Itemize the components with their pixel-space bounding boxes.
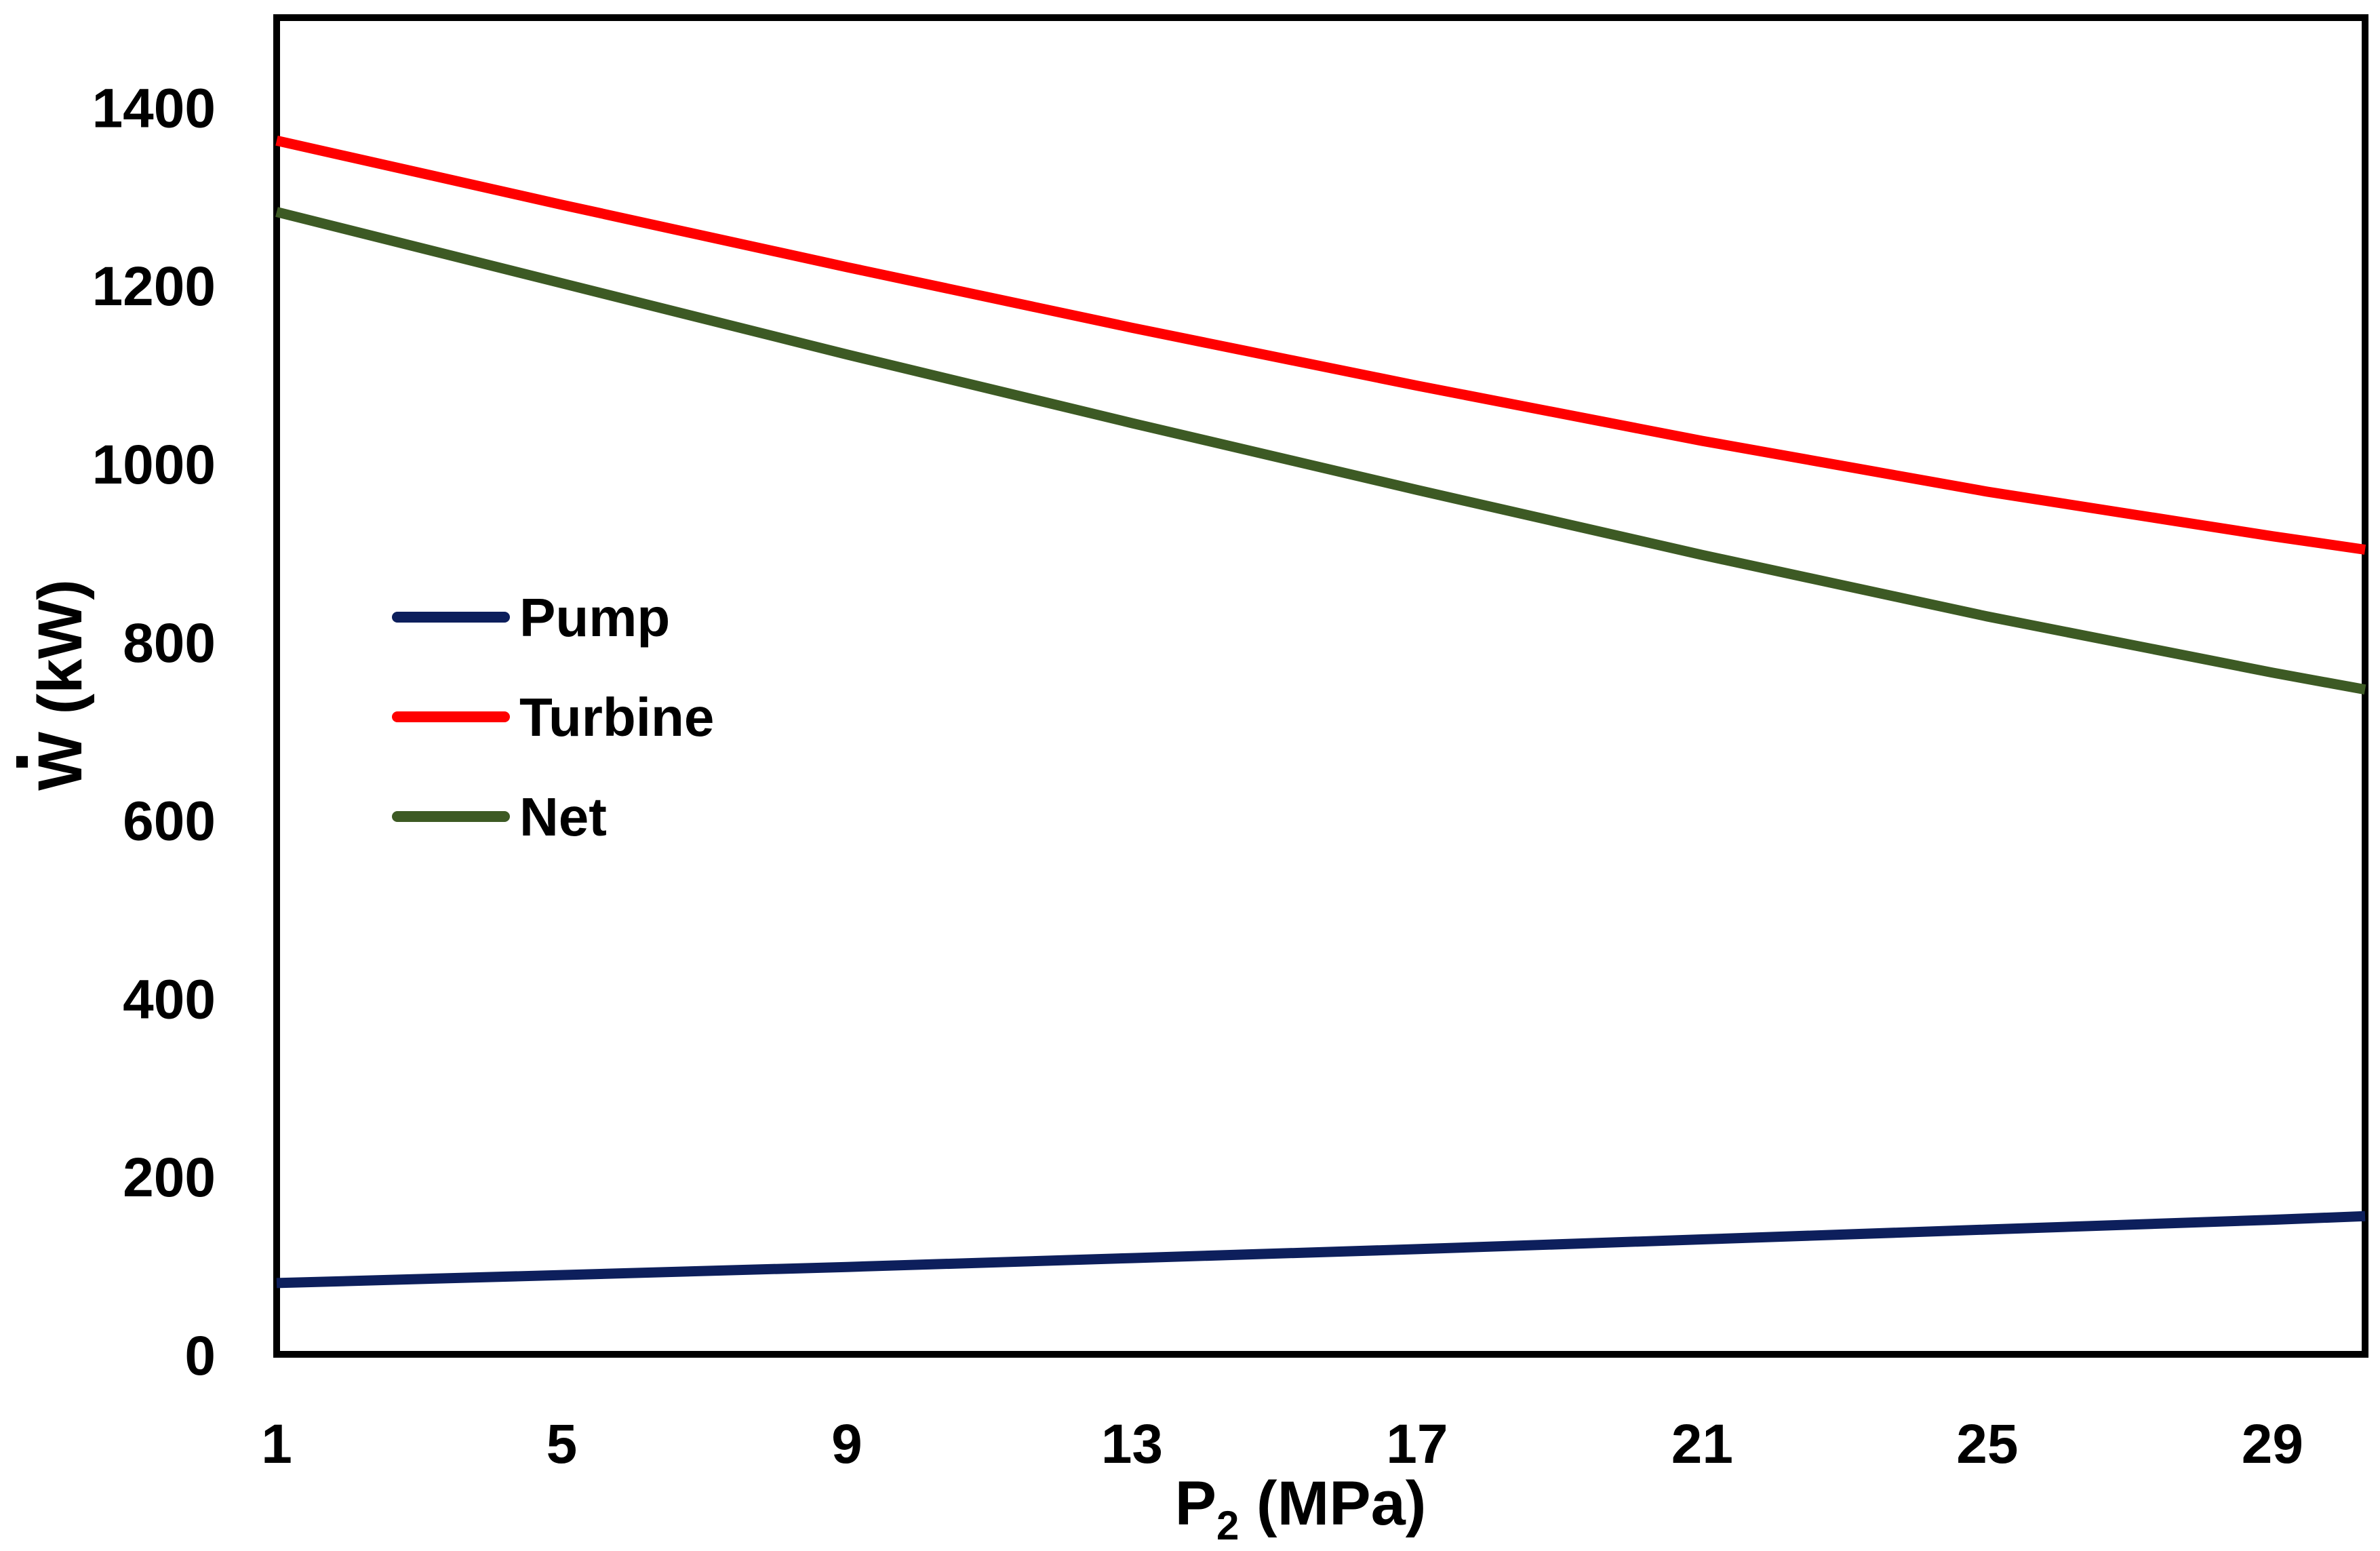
legend-label-pump: Pump (519, 587, 670, 648)
legend-label-net: Net (519, 787, 607, 847)
plot-area (273, 14, 2368, 1358)
x-tick-label: 21 (1671, 1413, 1733, 1475)
x-tick-label: 1 (261, 1413, 292, 1475)
y-tick-label: 1200 (92, 256, 216, 317)
x-axis-title-unit: (MPa) (1239, 1469, 1426, 1538)
x-axis-title-main: P (1175, 1469, 1216, 1538)
x-tick-label: 25 (1956, 1413, 2018, 1475)
x-tick-label: 5 (547, 1413, 578, 1475)
y-axis-title: W (kW) (16, 579, 95, 791)
series-line-net (275, 207, 2366, 695)
y-axis-title-dot (16, 755, 28, 768)
x-axis-title: P2 (MPa) (1175, 1469, 1427, 1548)
x-tick-labels: 1 5 9 13 17 21 25 29 (261, 1413, 2303, 1475)
y-tick-label: 1000 (92, 434, 216, 496)
series-line-pump (276, 1211, 2366, 1289)
y-tick-label: 600 (123, 791, 216, 852)
series-line-turbine (275, 135, 2366, 555)
y-tick-labels: 0 200 400 600 800 1000 1200 1400 (92, 77, 216, 1387)
y-tick-label: 1400 (92, 77, 216, 139)
x-tick-label: 17 (1386, 1413, 1448, 1475)
legend-label-turbine: Turbine (519, 687, 714, 747)
x-axis-title-subscript: 2 (1216, 1503, 1239, 1548)
legend: Pump Turbine Net (392, 587, 714, 847)
y-tick-label: 200 (123, 1147, 216, 1209)
series-layer (275, 135, 2366, 1289)
x-tick-label: 9 (831, 1413, 862, 1475)
y-tick-label: 400 (123, 968, 216, 1030)
y-tick-label: 0 (184, 1325, 216, 1387)
x-tick-label: 13 (1101, 1413, 1163, 1475)
y-tick-label: 800 (123, 612, 216, 674)
y-axis-title-text: W (kW) (26, 579, 95, 791)
x-tick-label: 29 (2242, 1413, 2303, 1475)
